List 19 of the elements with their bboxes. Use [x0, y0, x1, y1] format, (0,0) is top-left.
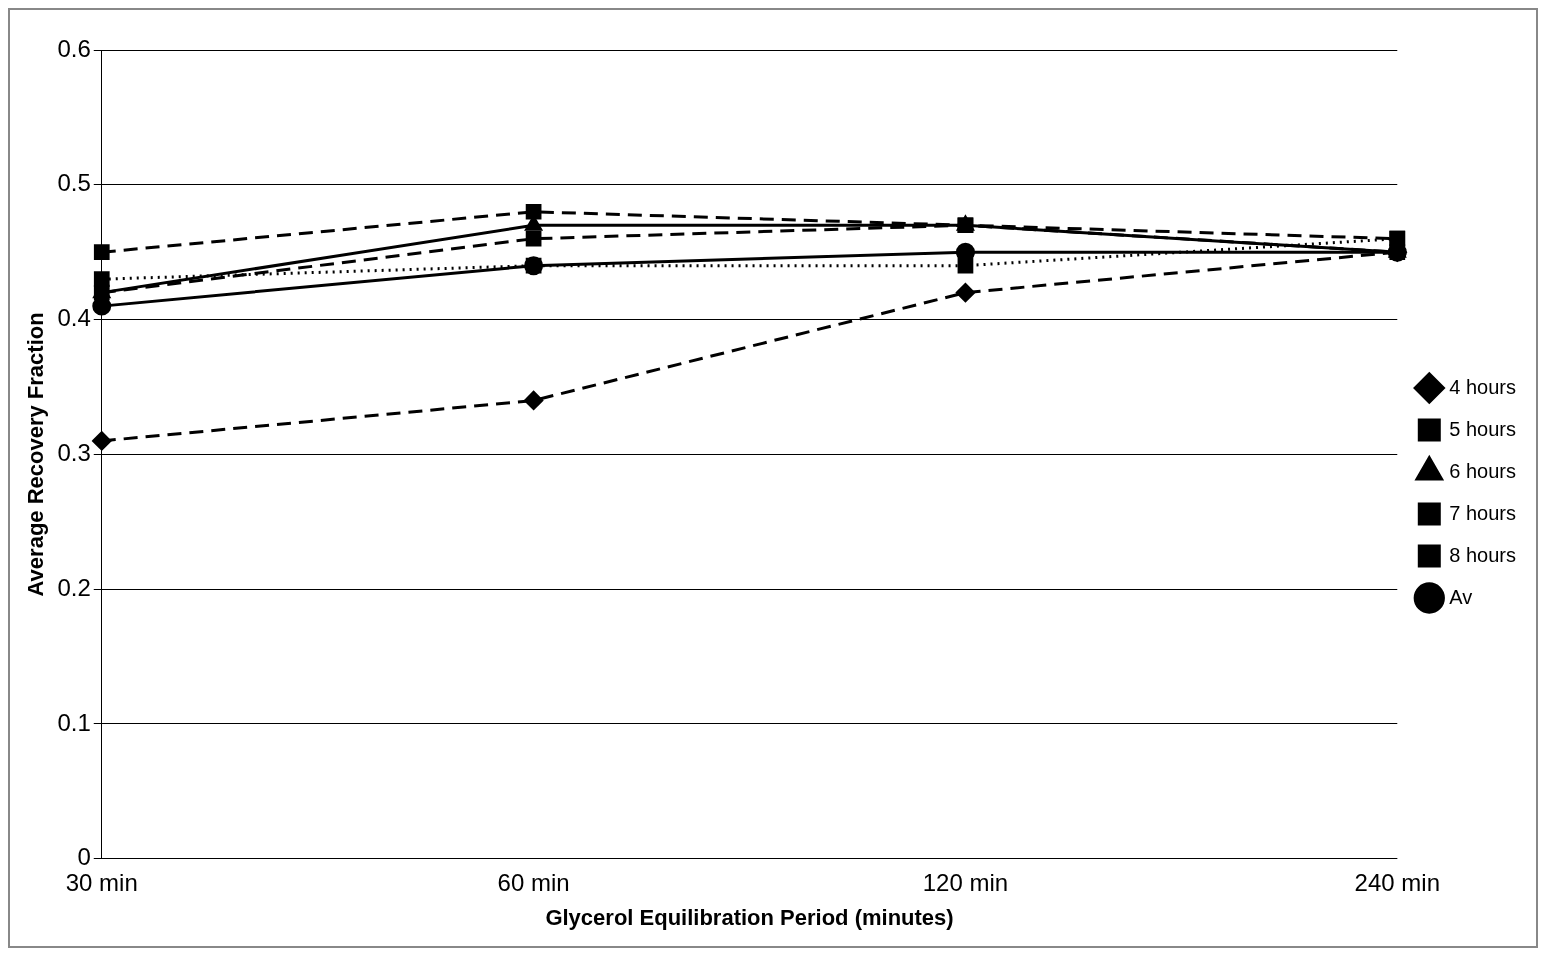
- y-tick-label: 0.3: [57, 439, 91, 467]
- legend-label: 8 hours: [1449, 543, 1517, 566]
- legend-label: 5 hours: [1449, 417, 1517, 440]
- x-axis-title: Glycerol Equilibration Period (minutes): [545, 904, 954, 930]
- x-tick-label: 30 min: [65, 868, 138, 896]
- x-tick-label: 120 min: [922, 868, 1009, 896]
- y-tick-label: 0.4: [57, 304, 91, 332]
- y-tick-label: 0.1: [57, 708, 91, 736]
- legend-label: 7 hours: [1449, 501, 1517, 524]
- y-tick-label: 0: [77, 843, 91, 871]
- legend-label: 4 hours: [1449, 375, 1517, 398]
- x-tick-label: 60 min: [497, 868, 570, 896]
- y-axis-title: Average Recovery Fraction: [23, 312, 49, 597]
- y-tick-label: 0.6: [57, 34, 91, 62]
- legend-label: Av: [1449, 585, 1473, 608]
- legend-label: 6 hours: [1449, 459, 1517, 482]
- y-tick-label: 0.2: [57, 573, 91, 601]
- y-tick-label: 0.5: [57, 169, 91, 197]
- x-tick-label: 240 min: [1354, 868, 1440, 896]
